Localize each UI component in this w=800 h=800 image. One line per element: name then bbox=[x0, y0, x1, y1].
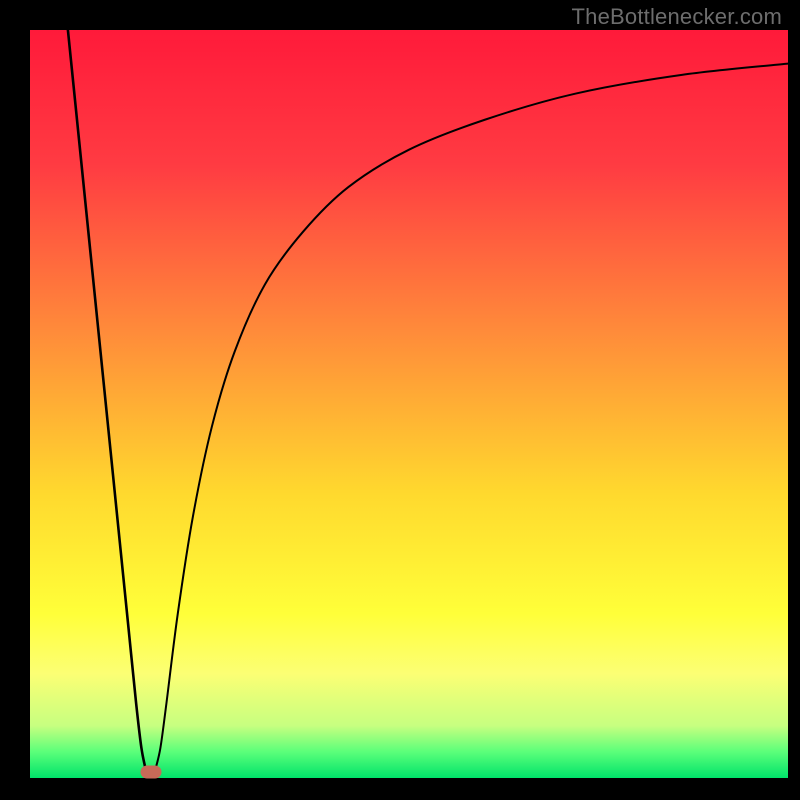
chart-frame: TheBottlenecker.com bbox=[0, 0, 800, 800]
curve-layer bbox=[30, 30, 788, 778]
watermark-text: TheBottlenecker.com bbox=[572, 4, 782, 30]
curve-left-branch bbox=[68, 30, 146, 771]
curve-right-branch bbox=[155, 64, 788, 771]
plot-area bbox=[30, 30, 788, 778]
optimal-point-marker bbox=[140, 766, 161, 779]
